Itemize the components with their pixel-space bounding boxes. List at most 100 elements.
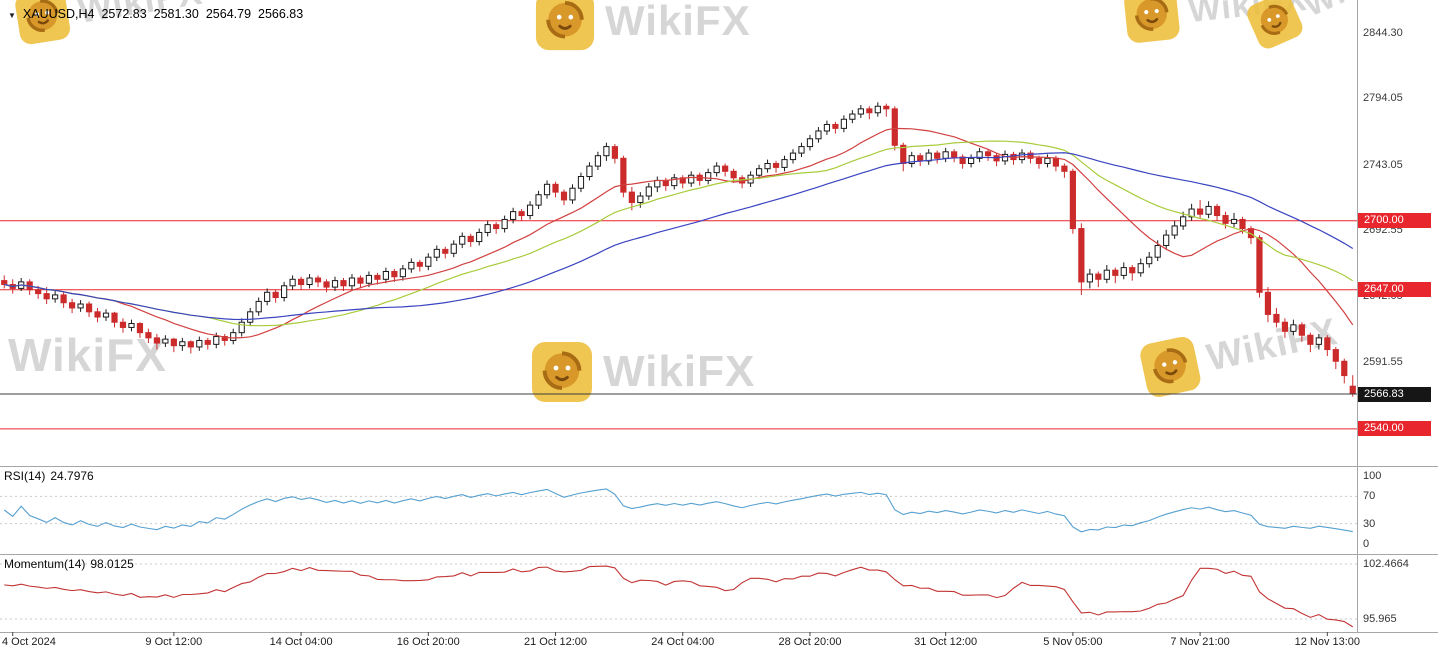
candle: [510, 207, 517, 224]
symbol-dropdown-icon[interactable]: ▼: [8, 10, 16, 20]
candle: [1341, 358, 1348, 384]
candle: [1044, 154, 1051, 168]
candle: [1230, 212, 1238, 228]
candle: [1180, 211, 1187, 230]
candle: [628, 186, 635, 211]
sr-price-label[interactable]: 2647.00: [1358, 282, 1431, 298]
candle: [1120, 262, 1127, 280]
candle: [654, 176, 661, 193]
candle: [297, 276, 305, 290]
candle: [1324, 335, 1331, 357]
candle: [1001, 150, 1009, 165]
candle: [543, 180, 551, 199]
candle: [823, 120, 831, 135]
candle: [1112, 267, 1119, 284]
candle: [594, 151, 602, 171]
candles: [1, 102, 1356, 397]
candle: [1349, 375, 1356, 397]
candle: [1205, 201, 1212, 219]
candle: [247, 307, 254, 327]
candle: [984, 149, 992, 161]
candle: [603, 142, 610, 161]
candle: [230, 328, 237, 345]
candle: [408, 258, 415, 273]
candle: [170, 337, 177, 353]
candle: [1213, 203, 1221, 221]
candle: [425, 253, 432, 271]
candle: [1307, 332, 1314, 353]
candle: [1035, 155, 1043, 169]
candle: [68, 298, 76, 314]
candle: [459, 232, 466, 249]
candle: [450, 240, 457, 258]
candle: [153, 333, 161, 350]
sr-price-label[interactable]: 2700.00: [1358, 213, 1431, 229]
candle: [221, 333, 228, 346]
candle: [145, 328, 152, 344]
candle: [348, 274, 356, 290]
candle: [925, 149, 932, 165]
candle: [1146, 251, 1153, 268]
candle: [755, 164, 763, 180]
candle: [196, 336, 203, 351]
candle: [1095, 271, 1102, 288]
candle: [306, 274, 313, 289]
candle: [340, 277, 347, 292]
candle: [569, 184, 576, 204]
candle: [959, 154, 966, 169]
candle: [942, 147, 949, 163]
candle: [620, 155, 627, 198]
candle: [1129, 264, 1136, 281]
candle: [501, 215, 508, 233]
candle: [908, 151, 915, 168]
candle: [128, 319, 135, 332]
sr-price-label[interactable]: 2540.00: [1358, 421, 1431, 437]
ma-25-line: [4, 140, 1354, 327]
candle: [1281, 318, 1289, 338]
candle: [1069, 168, 1076, 234]
candle: [1103, 264, 1110, 284]
candle: [1256, 235, 1263, 298]
candle: [467, 233, 474, 247]
candle: [552, 181, 559, 198]
candle: [52, 291, 59, 303]
candle: [102, 309, 110, 321]
candle: [1273, 307, 1280, 328]
candle: [281, 281, 288, 302]
rsi-line: [3, 488, 1353, 533]
candle: [1163, 229, 1170, 250]
candle: [713, 162, 720, 177]
candle: [77, 300, 84, 312]
candle: [111, 311, 118, 328]
candle: [323, 279, 330, 293]
candle: [1078, 223, 1085, 295]
candle: [976, 147, 983, 163]
candle: [934, 150, 941, 164]
candle: [1061, 163, 1068, 178]
candle: [136, 322, 144, 338]
candle: [1, 275, 8, 289]
candle: [26, 279, 33, 295]
candle: [688, 171, 695, 187]
candle: [772, 160, 780, 173]
candle: [1290, 319, 1297, 336]
candle: [611, 143, 618, 164]
candle: [993, 153, 1000, 167]
candle: [187, 340, 194, 354]
candle: [264, 288, 271, 306]
momentum-line: [4, 565, 1354, 628]
candle: [1010, 151, 1017, 165]
candle: [1298, 322, 1305, 342]
candle: [968, 154, 975, 168]
candle: [857, 104, 864, 118]
candle: [696, 172, 703, 186]
candle: [331, 276, 339, 292]
candle: [764, 159, 771, 173]
candle: [476, 228, 483, 246]
candle: [272, 289, 279, 303]
candle: [832, 121, 839, 134]
candle: [586, 162, 593, 181]
candle: [1264, 287, 1272, 323]
